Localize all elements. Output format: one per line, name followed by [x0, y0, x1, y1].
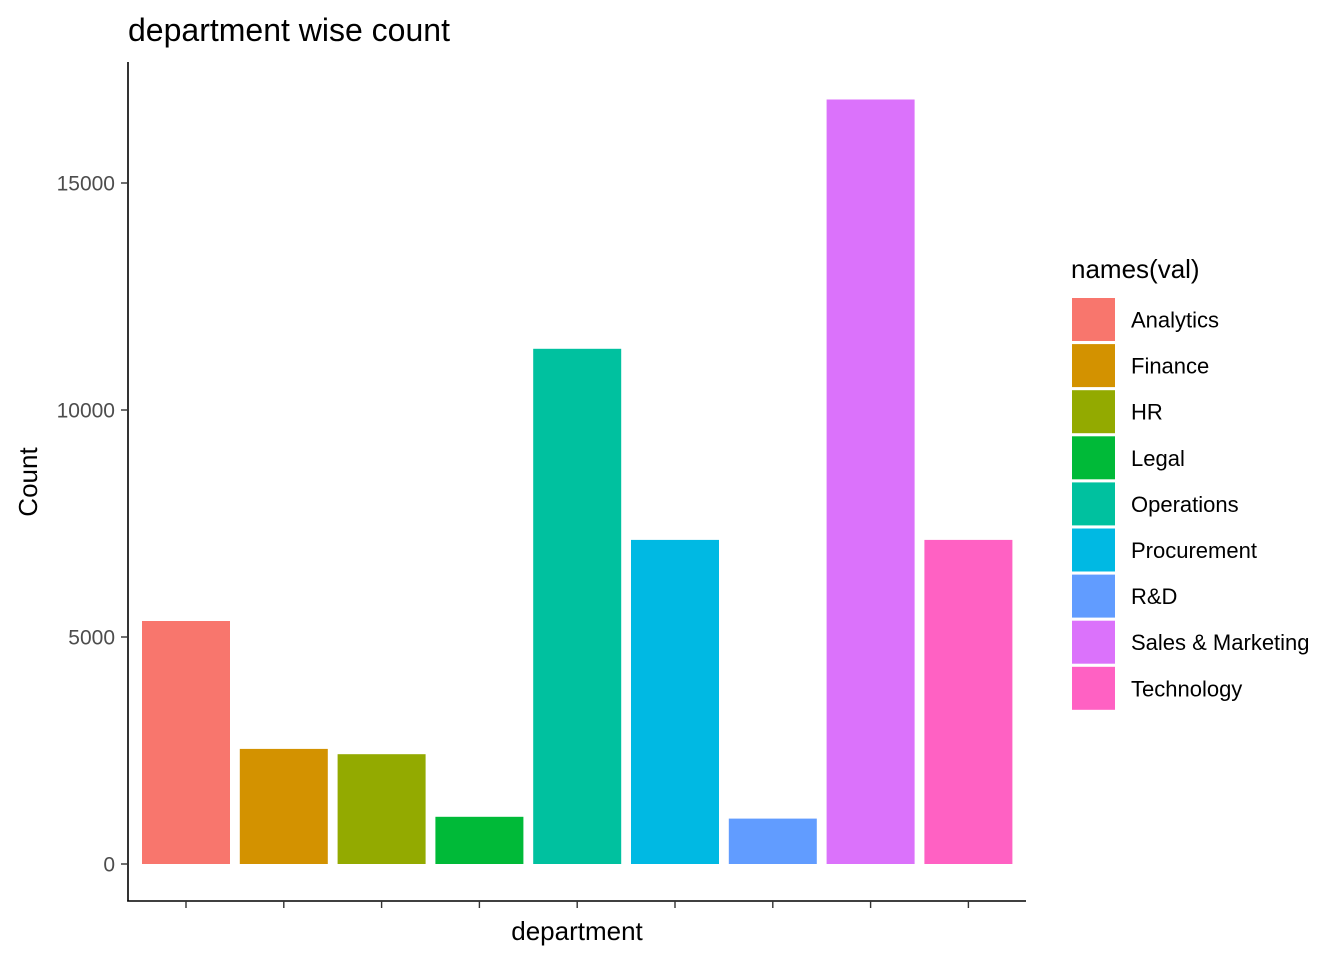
legend-label-r-d: R&D: [1131, 584, 1177, 609]
legend-key-hr: [1072, 390, 1115, 434]
y-tick-label: 0: [103, 854, 115, 877]
legend-title: names(val): [1071, 254, 1200, 284]
legend-key-finance: [1072, 344, 1115, 388]
legend-key-legal: [1072, 436, 1115, 480]
y-axis: 0 5000 10000 15000: [57, 62, 129, 902]
legend-label-legal: Legal: [1131, 446, 1185, 471]
legend-label-operations: Operations: [1131, 492, 1239, 517]
legend-label-technology: Technology: [1131, 676, 1242, 701]
legend-key-sales-marketing: [1072, 620, 1115, 664]
legend-key-technology: [1072, 666, 1115, 710]
legend-key-r-d: [1072, 574, 1115, 618]
y-tick-label: 10000: [57, 400, 115, 423]
chart-title: department wise count: [128, 12, 450, 48]
x-axis: [127, 900, 1026, 908]
bars-group: [142, 99, 1013, 864]
bar-legal: [435, 816, 524, 864]
legend-label-analytics: Analytics: [1131, 308, 1219, 333]
bar-operations: [533, 348, 622, 864]
bar-sales-marketing: [826, 99, 915, 864]
y-axis-title: Count: [13, 447, 43, 517]
legend-label-sales-marketing: Sales & Marketing: [1131, 630, 1310, 655]
bar-r-d: [728, 818, 817, 864]
legend-items: Analytics Finance HR Legal Operations Procure…: [1072, 298, 1310, 710]
legend-key-procurement: [1072, 528, 1115, 572]
bar-technology: [924, 539, 1013, 864]
bar-procurement: [631, 539, 719, 864]
legend-label-finance: Finance: [1131, 354, 1209, 379]
y-tick-label: 15000: [57, 173, 115, 196]
bar-finance: [239, 748, 328, 864]
y-tick-label: 5000: [68, 627, 115, 650]
x-axis-title: department: [511, 916, 643, 946]
bar-analytics: [142, 621, 230, 864]
plot-area: 0 5000 10000 15000: [57, 62, 1026, 908]
legend: names(val) Analytics Finance HR Legal Operat…: [1071, 254, 1310, 710]
legend-label-procurement: Procurement: [1131, 538, 1257, 563]
legend-key-analytics: [1072, 298, 1115, 341]
bar-hr: [337, 754, 426, 864]
legend-key-operations: [1072, 482, 1115, 526]
legend-label-hr: HR: [1131, 400, 1163, 425]
